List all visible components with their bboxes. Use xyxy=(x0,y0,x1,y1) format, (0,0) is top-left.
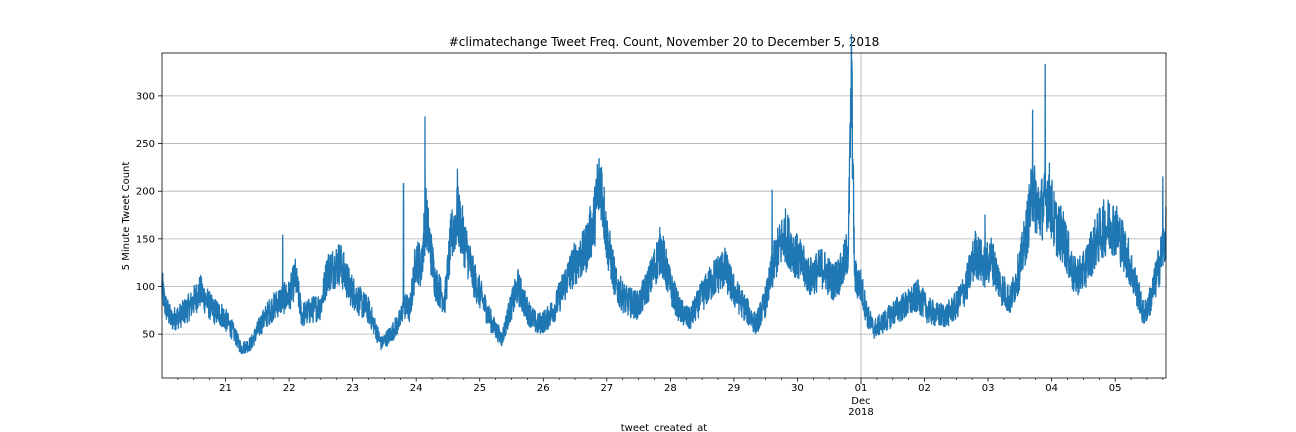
y-tick-label: 50 xyxy=(142,330,155,341)
series-line xyxy=(161,33,1167,355)
x-tick-label: 29 xyxy=(728,383,741,394)
grid-lines xyxy=(162,53,1166,378)
plot-area xyxy=(161,33,1167,355)
x-axis-title: tweet_created_at xyxy=(621,423,708,432)
y-tick-label: 250 xyxy=(136,139,155,150)
x-tick-label: 26 xyxy=(537,383,550,394)
x-tick-label: 27 xyxy=(600,383,613,394)
x-tick-label: 24 xyxy=(410,383,423,394)
x-tick-label: 30 xyxy=(791,383,804,394)
plot-frame xyxy=(161,52,1167,379)
y-tick-label: 300 xyxy=(136,91,155,102)
x-tick-label: 21 xyxy=(219,383,232,394)
x-tick-label: 05 xyxy=(1109,383,1122,394)
x-tick-label: 02 xyxy=(918,383,931,394)
x-tick-label: 22 xyxy=(283,383,296,394)
y-tick-label: 150 xyxy=(136,234,155,245)
y-tick-label: 200 xyxy=(136,187,155,198)
x-tick-label: 03 xyxy=(982,383,995,394)
x-tick-label: 04 xyxy=(1045,383,1058,394)
x-tick-label-month: Dec xyxy=(851,396,870,407)
y-axis: 50 100 150 200 250 300 xyxy=(136,91,162,341)
x-tick-label: 28 xyxy=(664,383,677,394)
y-tick-label: 100 xyxy=(136,282,155,293)
x-tick-label: 01 xyxy=(855,383,868,394)
y-axis-title: 5 Minute Tweet Count xyxy=(121,162,132,271)
x-tick-label-year: 2018 xyxy=(848,407,873,418)
x-tick-label: 25 xyxy=(473,383,486,394)
chart-title: #climatechange Tweet Freq. Count, Novemb… xyxy=(449,35,880,49)
x-tick-label: 23 xyxy=(346,383,359,394)
